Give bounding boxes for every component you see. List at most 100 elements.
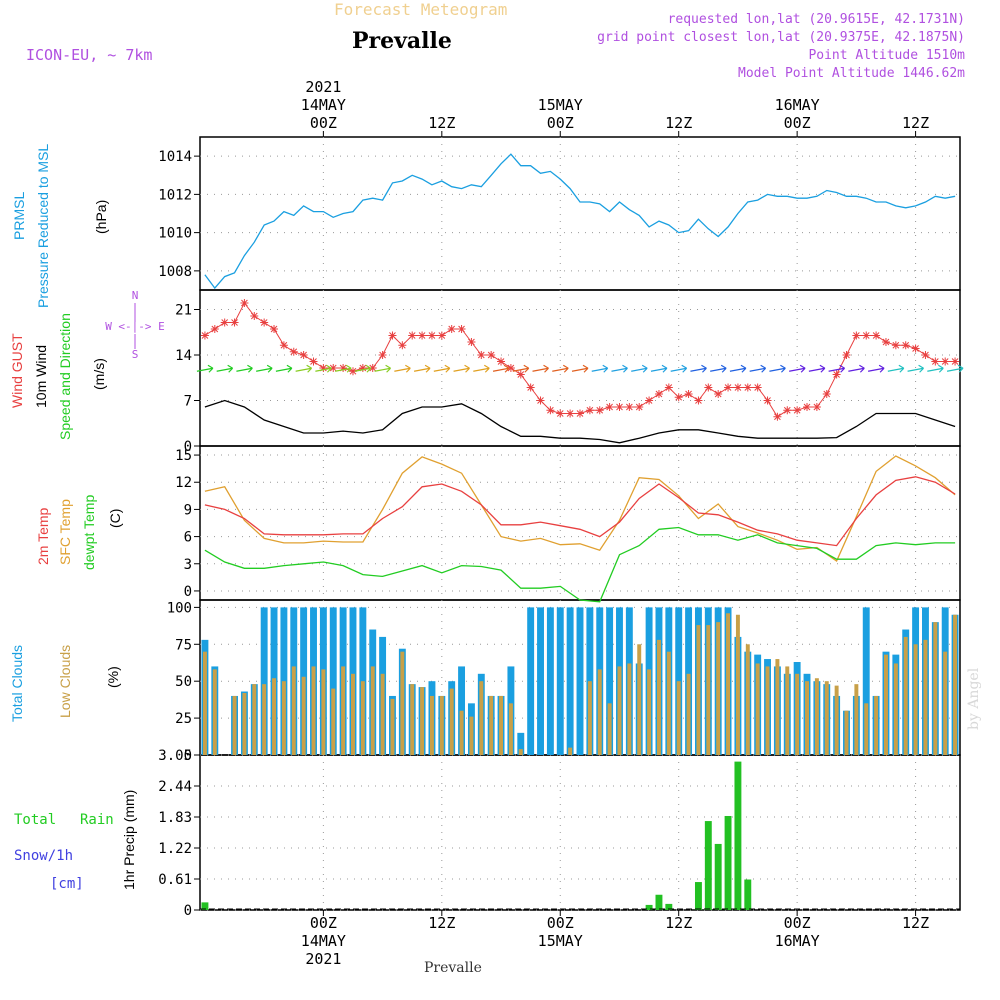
low-cloud-bar [647,669,652,755]
wind-direction-arrow [710,364,727,373]
low-cloud-bar [656,639,661,755]
gust-point [773,412,782,421]
gust-point [358,364,367,372]
panel-frame-pressure [199,136,961,291]
gust-point [753,383,762,392]
wind-direction-arrow [927,364,944,373]
gust-point [941,357,950,366]
gust-point [477,351,486,359]
gust-point [368,364,377,372]
gust-point [526,383,535,392]
temp-2m-line [204,476,956,547]
low-cloud-bar [785,666,790,755]
low-cloud-bar [795,673,800,755]
gust-point [714,390,723,398]
low-cloud-bar [252,684,257,755]
y-tick-label: 0 [184,584,192,600]
y-tick-label: 2.44 [158,779,192,795]
low-cloud-bar [726,613,731,755]
wind-unit: (m/s) [91,358,107,390]
low-cloud-bar [696,625,701,755]
gust-point [585,406,594,415]
gust-point [279,341,288,350]
rain-bar [734,761,742,910]
wind-direction-arrow [571,364,589,373]
low-cloud-bar [410,684,415,755]
low-cloud-bar [884,654,888,755]
gust-point [289,347,298,356]
low-cloud-bar [765,666,770,755]
y-tick-label: 15 [175,448,192,464]
location-title: Prevalle [352,28,452,54]
gust-point [230,318,239,327]
gust-point [427,331,436,340]
wind-direction-arrow [453,364,470,373]
panel-frame-precipitation [199,754,961,911]
low-cloud-bar [420,687,425,755]
gust-point [457,325,466,333]
y-tick-label: 1014 [158,149,192,165]
gust-point [891,341,900,350]
y-tick-label: 1008 [158,264,192,280]
low-cloud-bar [390,698,395,755]
sfc-label: SFC Temp [57,499,73,565]
wind-dir-label: Speed and Direction [57,313,73,440]
gust-point [250,312,259,320]
wind-direction-arrow [275,364,293,373]
total-clouds-label: Total Clouds [9,645,25,722]
faded-title: Forecast Meteogram [334,0,507,19]
gust-point [654,390,663,398]
gust-point [210,325,219,333]
total-cloud-bar [606,607,614,755]
gust-point [881,338,890,346]
wind-direction-arrow [690,364,707,373]
gust-point [220,318,229,327]
dewpt-label: dewpt Temp [81,495,97,570]
low-cloud-bar [341,666,346,755]
y-tick-label: 1012 [158,187,192,203]
x-tick-label-top: 00Z [784,114,811,132]
low-cloud-bar [232,695,237,755]
gust-point [516,370,525,379]
panel-frame-temperature [199,445,961,601]
rain-label: Rain [80,812,114,828]
low-clouds-label: Low Clouds [57,645,73,718]
gust-point [674,393,683,402]
gust-point [872,331,881,340]
wind-direction-arrow [631,364,648,373]
rain-bar [694,882,702,910]
model-altitude: Model Point Altitude 1446.62m [738,66,965,81]
gust-point [901,341,910,350]
rain-bar [704,821,712,910]
total-cloud-bar [537,607,544,755]
wind-direction-arrow [473,364,490,373]
gust-point [487,351,496,359]
low-cloud-bar [913,644,918,755]
y-tick-label: 0.61 [158,872,192,888]
wind-direction-arrow [433,364,451,373]
low-cloud-bar [587,681,592,755]
wind-direction-arrow [670,364,688,373]
low-cloud-bar [479,681,484,755]
footer-location: Prevalle [424,960,482,976]
model-label: ICON-EU, ~ 7km [26,46,152,64]
gust-point [812,403,821,411]
gust-point [388,331,397,340]
x-tick-label-top: 00Z [310,114,337,132]
low-cloud-bar [903,636,908,755]
gust-point [724,383,733,392]
compass-s: S [132,348,139,361]
gust-point [329,364,338,372]
compass-we: W <-|-> E [105,320,165,333]
gust-point [348,367,357,376]
x-tick-label-bottom: 00Z [784,914,811,932]
gust-point [733,383,742,392]
y-tick-label: 12 [175,475,192,491]
low-cloud-bar [351,673,355,755]
gust-point [566,409,575,418]
low-cloud-bar [706,625,711,755]
wind-direction-arrow [611,364,628,373]
prmsl-label: PRMSL [11,192,27,240]
x-tick-label-top: 12Z [902,114,929,132]
